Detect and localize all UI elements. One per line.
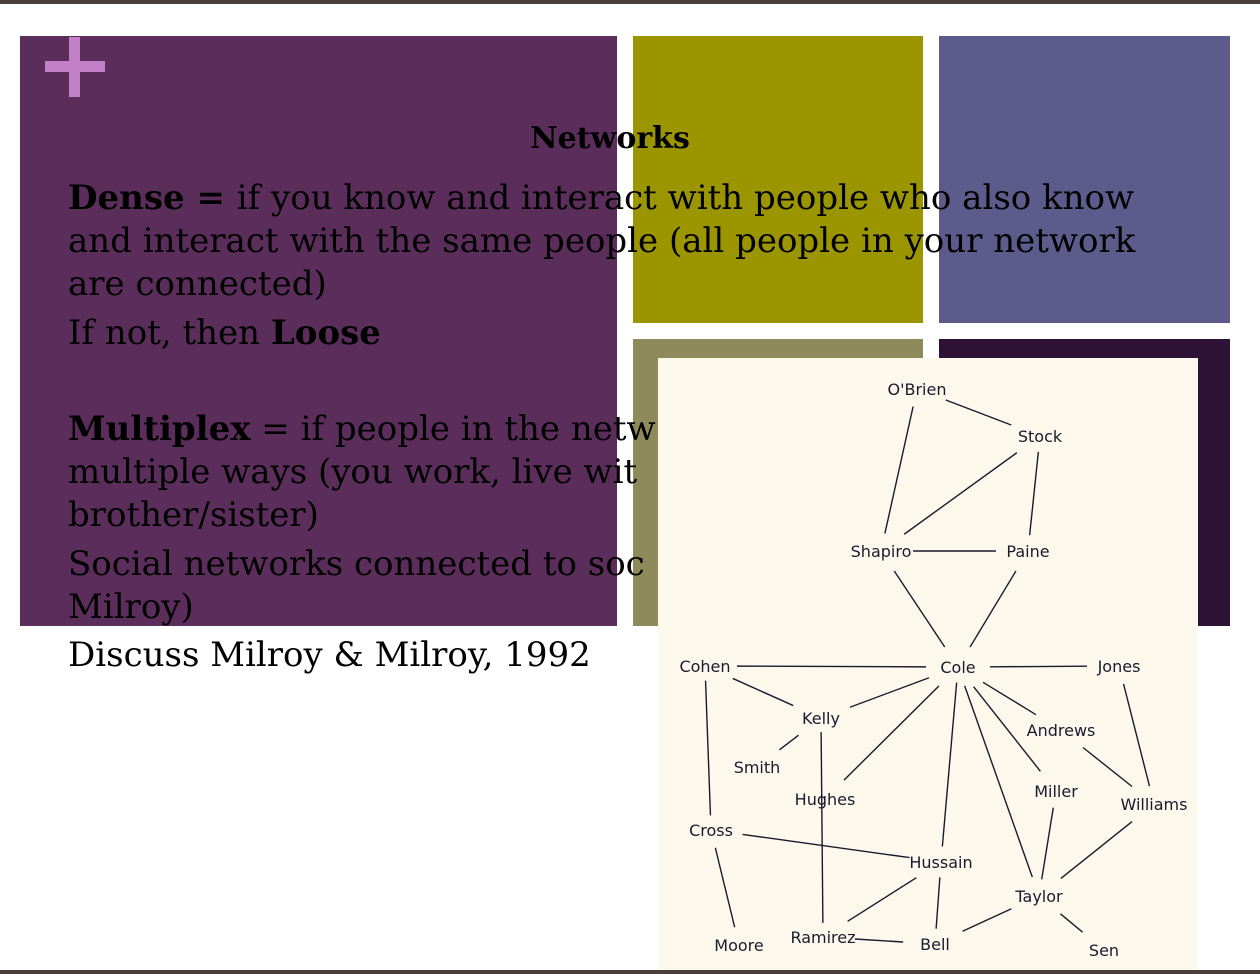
node-hughes: Hughes [795,790,856,809]
dense-definition: Dense = if you know and interact with pe… [68,178,1136,304]
node-sen: Sen [1089,941,1119,960]
node-cohen: Cohen [679,657,730,676]
node-cole: Cole [940,658,975,677]
loose-term: Loose [270,313,381,353]
node-hussain: Hussain [909,853,972,872]
edge-cross-hussain [742,833,910,859]
edge-cole-andrews [982,681,1037,716]
edge-cole-taylor [964,685,1033,878]
node-jones: Jones [1097,657,1141,676]
plus-icon [45,37,105,97]
edge-stock-shapiro [903,452,1018,535]
edge-cole-jones [989,665,1088,668]
edge-kelly-ramirez [820,732,824,923]
node-stock: Stock [1018,427,1063,446]
edge-cohen-kelly [732,677,794,707]
node-shapiro: Shapiro [851,542,912,561]
edge-jones-williams [1122,683,1151,787]
node-bell: Bell [920,935,950,954]
node-cross: Cross [689,821,733,840]
edge-cohen-cole [736,665,927,668]
node-moore: Moore [714,936,763,955]
node-kelly: Kelly [802,709,840,728]
edge-shapiro-cole [893,570,946,648]
edge-hussain-bell [935,877,941,929]
purple-panel [20,36,617,626]
node-taylor: Taylor [1014,887,1063,906]
loose-definition: If not, then Loose [68,313,381,353]
edge-cohen-cross [704,680,712,816]
dense-term: Dense [68,178,185,218]
edge-bell-taylor [962,908,1012,932]
edge-obrien-stock [945,399,1012,426]
edge-cole-miller [973,686,1041,772]
edge-miller-taylor [1041,807,1054,880]
top-frame-bar [0,0,1260,4]
slate-tile [939,36,1230,323]
edge-stock-paine [1028,451,1040,536]
edge-ramirez-bell [854,938,904,943]
node-ramirez: Ramirez [790,928,855,947]
node-obrien: O'Brien [888,380,947,399]
network-graph: O'Brien Stock Shapiro Paine Cohen Cole Jones Ke… [679,380,1188,960]
node-smith: Smith [734,758,781,777]
edge-cole-hughes [843,685,940,781]
multiplex-definition: Multiplex = if people in the netw multip… [68,409,656,535]
edge-obrien-shapiro [884,406,914,534]
node-paine: Paine [1006,542,1049,561]
node-miller: Miller [1034,782,1078,801]
edge-kelly-smith [779,734,799,751]
edge-cross-moore [714,847,736,928]
edge-hussain-ramirez [847,877,917,922]
slide-title: Networks [530,121,690,156]
multiplex-term: Multiplex [68,409,251,449]
social-network-diagram: O'Brien Stock Shapiro Paine Cohen Cole Jones Ke… [658,358,1198,970]
node-andrews: Andrews [1027,721,1096,740]
edge-cole-hussain [941,682,958,847]
node-williams: Williams [1121,795,1188,814]
edge-cole-kelly [849,677,930,708]
edge-williams-taylor [1060,820,1133,880]
olive-tile [633,36,923,323]
edge-paine-cole [969,570,1017,648]
edge-taylor-sen [1059,913,1084,933]
discuss-text: Discuss Milroy & Milroy, 1992 [68,635,591,675]
edge-andrews-williams [1082,746,1133,788]
bottom-frame-bar [0,970,1260,974]
social-networks-text: Social networks connected to soc Milroy) [68,544,645,627]
